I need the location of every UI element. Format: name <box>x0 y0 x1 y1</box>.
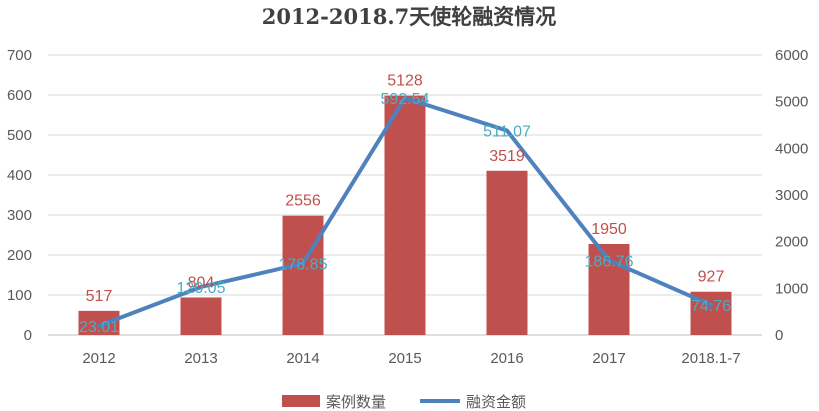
bar <box>180 297 222 335</box>
line-data-labels: 23.01 120.05 178.85 592.54 511.07 186.76 74.76 <box>79 91 731 336</box>
bar-value-label: 927 <box>698 269 725 286</box>
y-right-tick-label: 0 <box>775 327 783 344</box>
line-value-label: 511.07 <box>483 124 531 141</box>
y-axis-right: 0 1000 2000 3000 4000 5000 6000 <box>775 47 808 344</box>
x-axis: 2012 2013 2014 2015 2016 2017 2018.1-7 <box>82 350 740 367</box>
y-right-tick-label: 4000 <box>775 140 808 157</box>
bar-value-label: 1950 <box>591 221 627 238</box>
x-tick-label: 2017 <box>592 350 625 367</box>
x-tick-label: 2016 <box>490 350 523 367</box>
y-left-tick-label: 100 <box>7 287 32 304</box>
line-value-label: 74.76 <box>691 298 731 315</box>
line-value-label: 186.76 <box>585 253 634 270</box>
y-left-tick-label: 500 <box>7 127 32 144</box>
x-tick-label: 2015 <box>388 350 421 367</box>
bar-value-label: 5128 <box>387 73 423 90</box>
legend-label-bar: 案例数量 <box>326 393 386 411</box>
legend: 案例数量 融资金额 <box>282 393 526 411</box>
bar-value-label: 804 <box>188 274 215 291</box>
bar <box>384 95 426 336</box>
y-left-tick-label: 400 <box>7 167 32 184</box>
legend-label-line: 融资金额 <box>466 393 526 411</box>
y-left-tick-label: 700 <box>7 47 32 64</box>
y-right-tick-label: 5000 <box>775 94 808 111</box>
y-right-tick-label: 6000 <box>775 47 808 64</box>
y-axis-left: 0 100 200 300 400 500 600 700 <box>7 47 32 344</box>
line-value-label: 178.85 <box>279 256 328 273</box>
y-left-tick-label: 0 <box>24 327 32 344</box>
x-tick-label: 2012 <box>82 350 115 367</box>
bar-value-label: 3519 <box>489 148 525 165</box>
line-value-label: 592.54 <box>381 91 430 108</box>
legend-swatch-bar <box>282 395 320 407</box>
y-left-tick-label: 200 <box>7 247 32 264</box>
x-tick-label: 2014 <box>286 350 319 367</box>
x-tick-label: 2013 <box>184 350 217 367</box>
chart-title: 2012-2018.7天使轮融资情况 <box>262 4 557 29</box>
line-series <box>97 95 713 328</box>
line-value-label: 120.05 <box>177 280 226 297</box>
bar <box>486 170 528 335</box>
y-right-tick-label: 3000 <box>775 187 808 204</box>
y-left-tick-label: 300 <box>7 207 32 224</box>
bar <box>78 310 120 335</box>
bar-series <box>78 95 732 336</box>
y-right-tick-label: 2000 <box>775 234 808 251</box>
bar <box>282 215 324 335</box>
y-left-tick-label: 600 <box>7 87 32 104</box>
bar-value-label: 2556 <box>285 193 321 210</box>
bar-value-label: 517 <box>86 288 113 305</box>
line-value-label: 23.01 <box>79 319 119 336</box>
bar-data-labels: 517 804 2556 5128 3519 1950 927 <box>86 73 725 305</box>
y-right-tick-label: 1000 <box>775 280 808 297</box>
x-tick-label: 2018.1-7 <box>681 350 740 367</box>
